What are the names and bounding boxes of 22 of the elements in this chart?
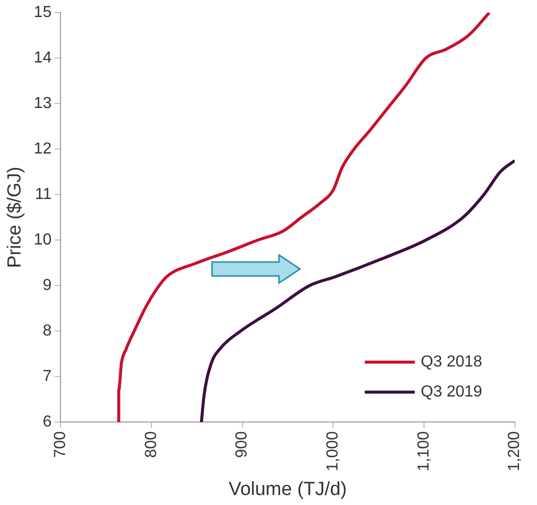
y-tick-label: 15 — [34, 4, 52, 22]
x-tick-label: 700 — [52, 431, 70, 458]
legend-label: Q3 2019 — [420, 384, 482, 401]
y-tick-label: 12 — [34, 140, 52, 158]
x-tick-label: 1,000 — [324, 431, 342, 472]
y-tick-label: 10 — [34, 232, 52, 249]
y-axis-title: Price ($/GJ) — [4, 166, 26, 268]
x-tick-label: 800 — [142, 431, 160, 458]
line-series — [200, 158, 515, 422]
y-tick-label: 13 — [34, 95, 52, 112]
x-axis-title: Volume (TJ/d) — [228, 478, 347, 500]
legend-label: Q3 2018 — [420, 354, 482, 371]
y-tick-label: 14 — [34, 50, 52, 67]
y-tick-label: 6 — [42, 414, 52, 431]
line-series — [117, 12, 491, 422]
x-tick-label: 900 — [234, 431, 251, 458]
y-tick-label: 9 — [42, 277, 52, 294]
y-tick-label: 11 — [34, 186, 52, 204]
x-tick-label: 1,100 — [415, 431, 432, 472]
x-tick-label: 1,200 — [506, 431, 524, 472]
y-tick-label: 7 — [42, 368, 52, 386]
y-tick-label: 8 — [42, 322, 52, 340]
